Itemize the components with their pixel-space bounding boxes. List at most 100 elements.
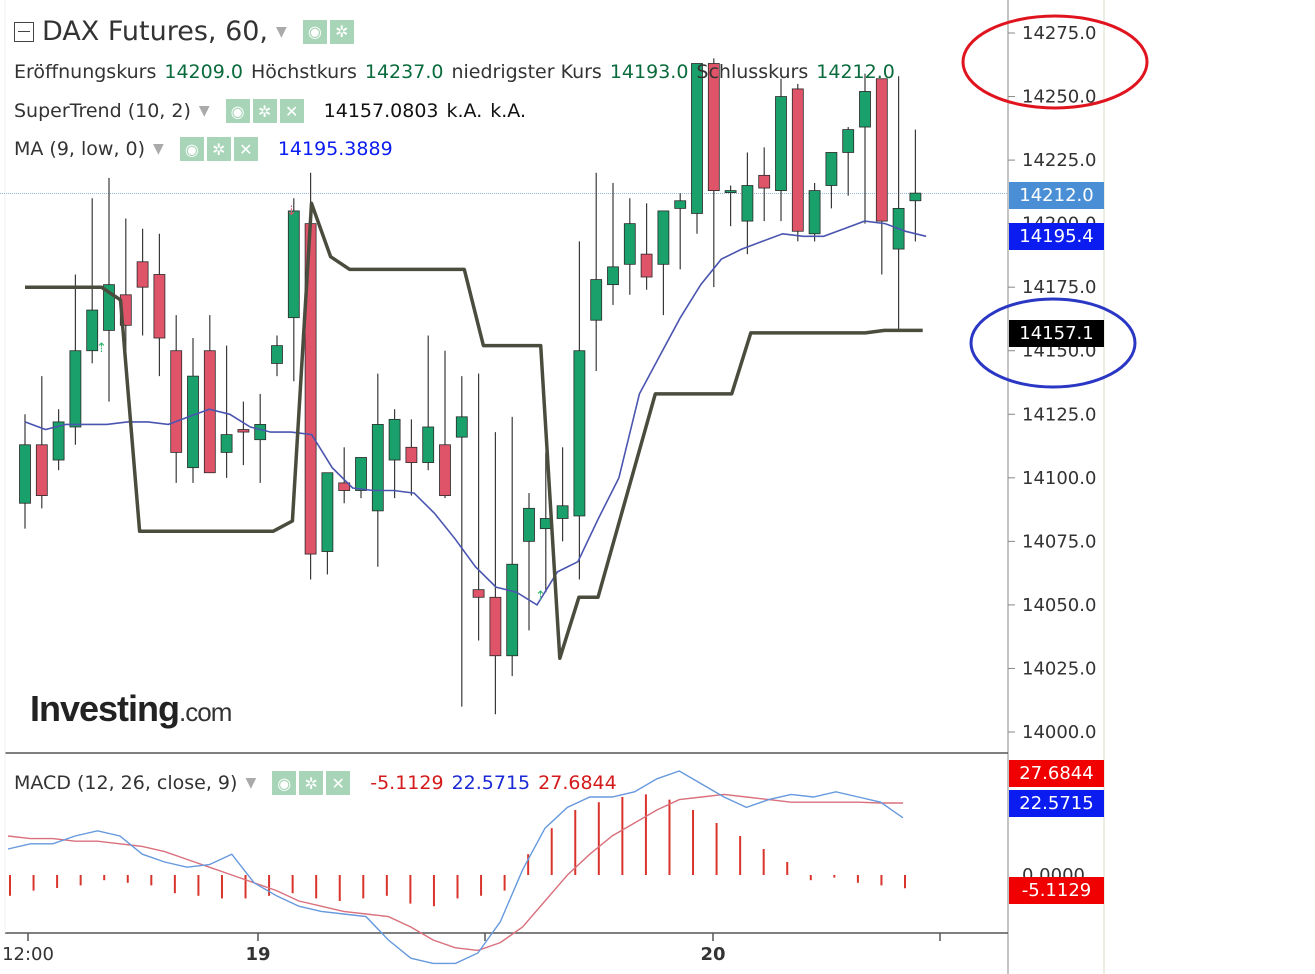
chevron-down-icon[interactable]: ▼ xyxy=(276,23,287,40)
logo-main: Investing xyxy=(30,688,180,729)
eye-icon[interactable]: ◉ xyxy=(302,19,327,44)
candle-body xyxy=(338,482,351,491)
ma-value: 14195.3889 xyxy=(277,138,393,160)
supertrend-value: 14157.0803 xyxy=(323,100,439,122)
close-icon[interactable]: ✕ xyxy=(233,137,258,161)
time-axis[interactable]: 12:00 19 20 xyxy=(2,933,941,965)
ohlc-high-label: Höchstkurs xyxy=(250,61,357,83)
candle-body xyxy=(388,418,401,461)
collapse-icon[interactable] xyxy=(14,21,34,42)
candle-body xyxy=(170,350,183,453)
candle-body xyxy=(623,223,636,265)
candle-body xyxy=(69,350,82,428)
candle-body xyxy=(691,63,703,214)
candle-body xyxy=(523,507,535,542)
eye-icon[interactable]: ◉ xyxy=(225,99,250,123)
candle-body xyxy=(405,446,418,463)
macd-signal-value: 27.6844 xyxy=(538,772,617,794)
supertrend-sell-arrow: ⇣ xyxy=(286,204,297,219)
candle-body xyxy=(842,129,855,153)
supertrend-label[interactable]: SuperTrend (10, 2) xyxy=(14,100,191,122)
price-tick-label: 14100.0 xyxy=(1022,468,1096,489)
chevron-down-icon[interactable]: ▼ xyxy=(153,141,164,157)
ohlc-high-value: 14237.0 xyxy=(364,61,444,83)
price-tick-label: 14075.0 xyxy=(1022,531,1096,552)
candle-body xyxy=(237,429,250,433)
candle-body xyxy=(573,350,586,517)
price-tick-label: 14275.0 xyxy=(1022,23,1096,44)
candle-body xyxy=(271,345,283,364)
ohlc-close-label: Schlusskurs xyxy=(696,61,809,83)
macd-signal-label: 27.6844 xyxy=(1009,760,1104,787)
candle-body xyxy=(371,424,384,512)
macd-line-value: 22.5715 xyxy=(451,772,531,794)
macd-legend: MACD (12, 26, close, 9) ▼ ◉ ✲ ✕ -5.1129 … xyxy=(14,771,617,795)
candle-body xyxy=(640,253,653,278)
candle-body xyxy=(220,434,233,453)
gear-icon[interactable]: ✲ xyxy=(206,137,231,161)
ohlc-open-label: Eröffnungskurs xyxy=(14,61,157,83)
gear-icon[interactable]: ✲ xyxy=(252,99,277,123)
candle-body xyxy=(19,444,31,504)
candle-body xyxy=(758,174,771,189)
ma-label[interactable]: MA (9, low, 0) xyxy=(14,138,146,160)
time-tick-label: 12:00 xyxy=(2,944,54,965)
candle-body xyxy=(254,424,267,441)
candle-body xyxy=(657,210,670,265)
highlight-circle-blue xyxy=(969,297,1137,389)
candle-body xyxy=(103,284,115,331)
macd-hist-label: -5.1129 xyxy=(1009,877,1104,904)
candle-body xyxy=(35,444,48,497)
gear-icon[interactable]: ✲ xyxy=(329,19,354,44)
candle-body xyxy=(791,88,804,232)
candle-body xyxy=(741,185,754,222)
candle-body xyxy=(86,309,99,352)
highlight-circle-red xyxy=(961,14,1149,110)
macd-label[interactable]: MACD (12, 26, close, 9) xyxy=(14,772,238,794)
time-tick-label: 19 xyxy=(245,944,270,965)
candle-body xyxy=(203,350,216,474)
investing-logo: Investing.com xyxy=(30,688,232,730)
close-icon[interactable]: ✕ xyxy=(279,99,304,123)
supertrend-na-2: k.A. xyxy=(490,100,526,122)
ma-legend: MA (9, low, 0) ▼ ◉ ✲ ✕ 14195.3889 xyxy=(14,137,393,161)
macd-hist-value: -5.1129 xyxy=(370,772,444,794)
eye-icon[interactable]: ◉ xyxy=(272,771,297,795)
ma-line xyxy=(24,220,927,607)
candle-body xyxy=(775,96,787,191)
eye-icon[interactable]: ◉ xyxy=(179,137,204,161)
supertrend-buy-arrow: ⇡ xyxy=(96,341,107,356)
gear-icon[interactable]: ✲ xyxy=(299,771,324,795)
ohlc-close-value: 14212.0 xyxy=(816,61,895,83)
candle-body xyxy=(724,190,737,193)
time-tick-label: 20 xyxy=(700,944,725,965)
chart-title-row: DAX Futures, 60, ▼ ◉ ✲ xyxy=(14,16,354,47)
macd-line-label: 22.5715 xyxy=(1009,790,1104,817)
candle-body xyxy=(506,563,519,657)
supertrend-legend: SuperTrend (10, 2) ▼ ◉ ✲ ✕ 14157.0803 k.… xyxy=(14,99,526,123)
supertrend-buy-arrow: ⇡ xyxy=(535,589,546,604)
chevron-down-icon[interactable]: ▼ xyxy=(245,775,257,791)
price-tick-label: 14000.0 xyxy=(1022,722,1096,743)
close-icon[interactable]: ✕ xyxy=(326,771,351,795)
candle-body xyxy=(153,274,166,339)
price-tick-label: 14250.0 xyxy=(1022,87,1096,108)
logo-suffix: .com xyxy=(179,697,232,727)
price-tick-label: 14175.0 xyxy=(1022,277,1096,298)
candlestick-series xyxy=(19,58,922,715)
macd-line xyxy=(7,770,904,965)
candle-body xyxy=(556,505,569,519)
ohlc-open-value: 14209.0 xyxy=(164,61,243,83)
macd-histogram xyxy=(9,794,906,907)
supertrend-line xyxy=(25,201,923,661)
candle-body xyxy=(590,279,603,321)
candle-body xyxy=(707,63,720,191)
ohlc-low-value: 14193.0 xyxy=(609,61,689,83)
price-axis[interactable]: 14275.014250.014225.014200.014175.014150… xyxy=(1008,23,1096,743)
candle-body xyxy=(825,152,838,186)
ohlc-low-label: niedrigster Kurs xyxy=(451,61,602,83)
candle-body xyxy=(52,421,65,461)
chevron-down-icon[interactable]: ▼ xyxy=(198,103,210,119)
macd-signal-line xyxy=(7,793,903,952)
